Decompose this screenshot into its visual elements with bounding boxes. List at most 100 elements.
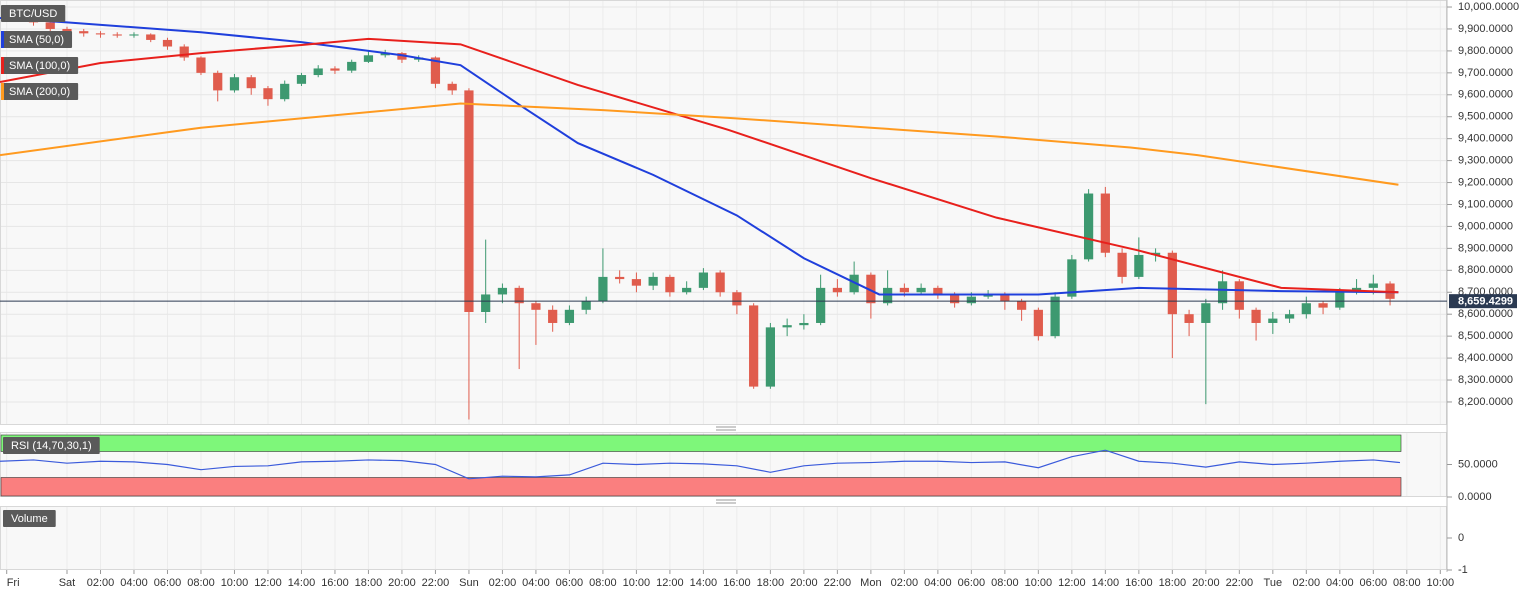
y-tick-label: 8,900.0000: [1458, 242, 1513, 254]
x-tick-label: Sun: [459, 577, 479, 589]
candle-body: [1284, 314, 1295, 319]
x-tick-label: 14:00: [690, 577, 718, 589]
legend-label: RSI (14,70,30,1): [11, 440, 92, 452]
candle-body: [296, 75, 307, 84]
x-tick-label: 20:00: [1192, 577, 1220, 589]
x-tick-label: 10:00: [1025, 577, 1053, 589]
y-tick-label: 9,200.0000: [1458, 176, 1513, 188]
candle-body: [1117, 252, 1127, 277]
candle-body: [196, 57, 206, 73]
x-tick-label: 08:00: [589, 577, 617, 589]
candle-body: [330, 68, 340, 71]
y-tick-label: 9,900.0000: [1458, 23, 1513, 35]
candle-body: [1150, 252, 1161, 255]
y-tick-label: 10,000.0000: [1458, 1, 1519, 13]
candle-body: [682, 287, 692, 293]
legend-label: SMA (200,0): [9, 86, 70, 98]
candle-body: [1100, 193, 1110, 253]
candle-body: [1268, 318, 1278, 323]
x-tick-label: 22:00: [422, 577, 450, 589]
candle-body: [213, 72, 223, 91]
legend-label: BTC/USD: [9, 8, 57, 20]
x-tick-label: 12:00: [1058, 577, 1086, 589]
candle-body: [782, 325, 792, 328]
x-tick-label: 04:00: [522, 577, 550, 589]
candle-body: [263, 88, 273, 100]
candle-body: [514, 287, 524, 304]
candle-body: [129, 34, 139, 36]
candle-body: [1318, 303, 1328, 308]
candle-body: [95, 33, 106, 35]
candle-body: [1368, 283, 1378, 288]
candle-body: [564, 309, 575, 323]
candle-body: [179, 46, 189, 58]
candle-body: [966, 296, 976, 304]
x-tick-label: 22:00: [824, 577, 852, 589]
candle-body: [799, 322, 809, 326]
candle-body: [983, 294, 993, 297]
candle-body: [631, 279, 642, 286]
x-tick-label: 12:00: [656, 577, 684, 589]
candle-body: [229, 77, 240, 91]
x-tick-label: Fri: [7, 577, 20, 589]
candle-body: [615, 276, 625, 280]
legend-box: [3, 510, 56, 527]
x-tick-label: 06:00: [556, 577, 584, 589]
panel: [0, 0, 1447, 425]
x-tick-label: 02:00: [489, 577, 517, 589]
candle-body: [765, 327, 775, 387]
candle-body: [648, 276, 658, 286]
candle-body: [481, 294, 491, 313]
legend-accent: [1, 83, 4, 100]
candle-body: [899, 287, 909, 293]
legend-box: [1, 5, 66, 22]
legend-accent: [1, 31, 4, 48]
x-tick-label: 06:00: [154, 577, 182, 589]
candles: [0, 7, 1399, 420]
y-tick-label: 9,100.0000: [1458, 198, 1513, 210]
x-tick-label: 02:00: [87, 577, 115, 589]
x-tick-label: 10:00: [1427, 577, 1455, 589]
candle-body: [950, 294, 960, 304]
y-tick-label: 9,400.0000: [1458, 133, 1513, 145]
x-tick-label: 20:00: [388, 577, 416, 589]
candle-body: [1134, 254, 1144, 277]
x-tick-label: Tue: [1264, 577, 1283, 589]
candle-body: [447, 83, 457, 91]
x-tick-label: 02:00: [891, 577, 919, 589]
last-price-box: [1449, 294, 1517, 309]
legend-box: [1, 83, 79, 100]
candle-body: [79, 31, 89, 34]
candle-body: [715, 272, 725, 293]
y-tick-label: 0: [1458, 532, 1464, 544]
x-tick-label: 02:00: [1293, 577, 1321, 589]
candle-body: [1184, 314, 1194, 323]
x-tick-label: 22:00: [1226, 577, 1254, 589]
legend-box: [1, 31, 73, 48]
candle-body: [1167, 252, 1177, 315]
x-tick-label: 08:00: [1393, 577, 1421, 589]
candle-body: [531, 303, 541, 310]
x-tick-label: 08:00: [187, 577, 215, 589]
y-tick-label: 9,800.0000: [1458, 45, 1513, 57]
candle-body: [1083, 193, 1094, 260]
legend-label: Volume: [11, 513, 48, 525]
candle-body: [816, 287, 826, 323]
x-tick-label: 14:00: [288, 577, 316, 589]
last-price-label: 8,659.4299: [1458, 296, 1513, 308]
sma-line: [0, 37, 1399, 294]
x-tick-label: 18:00: [757, 577, 785, 589]
candle-body: [1251, 309, 1261, 323]
candle-body: [866, 274, 876, 304]
panel-separator[interactable]: [716, 426, 736, 504]
sma-line: [0, 16, 1399, 296]
x-tick-label: 04:00: [120, 577, 148, 589]
y-tick-label: 8,800.0000: [1458, 264, 1513, 276]
candle-body: [397, 53, 407, 60]
candle-body: [62, 28, 72, 32]
x-tick-label: 12:00: [254, 577, 282, 589]
x-tick-label: 16:00: [723, 577, 751, 589]
candle-body: [598, 276, 608, 302]
candle-body: [363, 55, 374, 62]
